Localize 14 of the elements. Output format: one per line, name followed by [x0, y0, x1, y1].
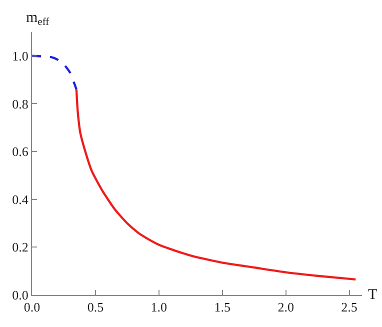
y-tick-label: 0.4	[12, 192, 29, 207]
x-tick-label: 0.5	[87, 300, 104, 315]
line-series	[75, 88, 357, 281]
y-tick-label: 0.8	[12, 96, 28, 112]
line-series	[32, 54, 78, 90]
x-tick-label: 1.0	[150, 300, 168, 315]
x-axis-title: T	[368, 287, 378, 303]
x-tick-label: 2.5	[341, 300, 358, 315]
y-tick-label: 1.0	[12, 48, 28, 64]
y-tick-label: 0.2	[12, 240, 28, 255]
y-axis-title: m$_{eff}$	[26, 10, 50, 28]
x-tick-label: 2.0	[278, 300, 294, 315]
y-tick-label: 0.6	[12, 144, 29, 160]
x-tick-label: 1.5	[214, 300, 231, 315]
